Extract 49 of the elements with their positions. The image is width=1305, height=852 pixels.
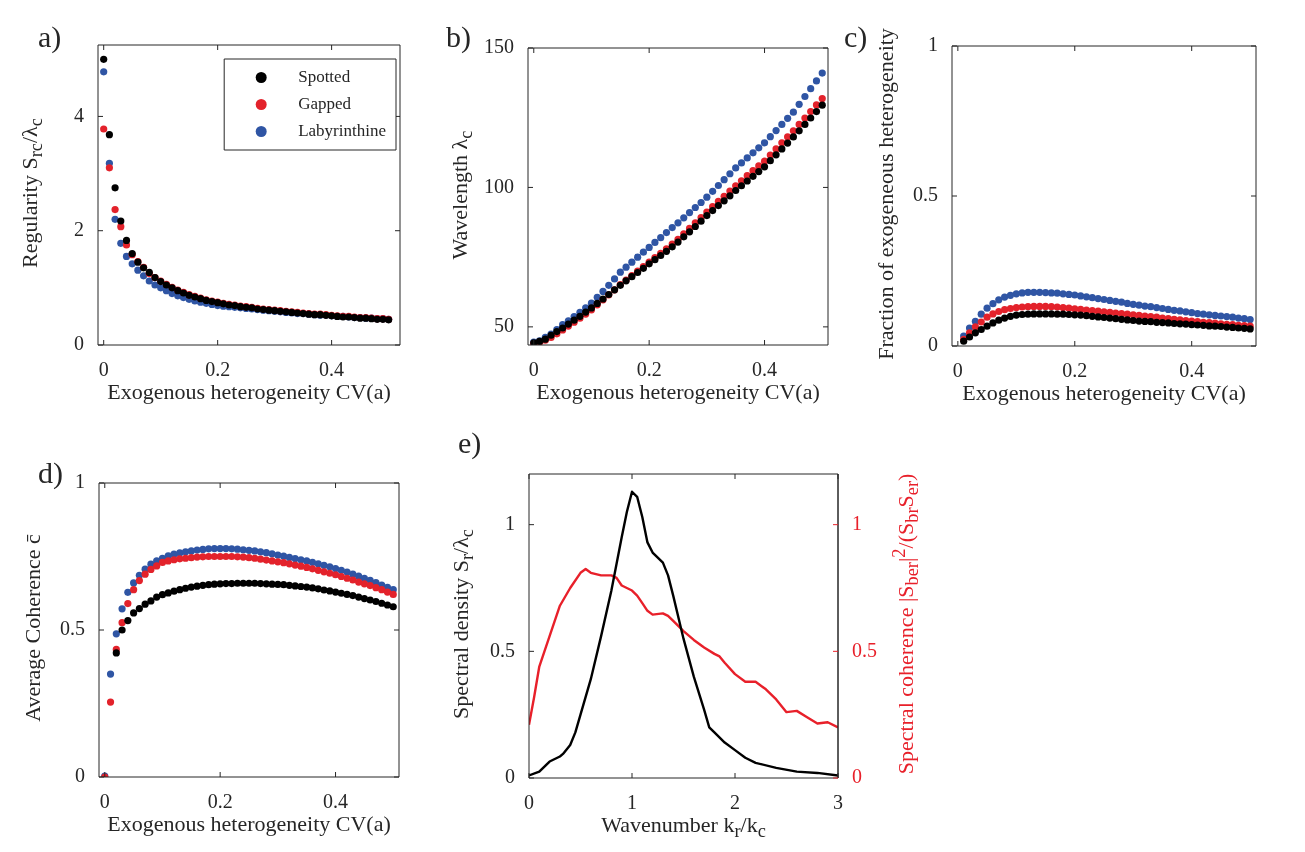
x-tick-label: 0 — [99, 790, 110, 813]
x-tick-label: 0 — [524, 791, 534, 814]
y-tick-label: 0 — [928, 333, 938, 356]
y-axis-title: Fraction of exogeneous heterogeneity — [873, 28, 899, 360]
x-tick-label: 0.2 — [205, 358, 231, 381]
x-tick-label: 1 — [627, 791, 637, 814]
x-axis-title: Exogenous heterogeneity CV(a) — [107, 379, 391, 405]
chart-title: a) — [38, 20, 62, 54]
legend-label: Gapped — [298, 93, 352, 113]
y-tick-label: 4 — [74, 103, 84, 126]
x-tick-label: 3 — [833, 791, 843, 814]
y-tick-label: 1 — [75, 470, 85, 493]
chart-title: e) — [458, 426, 482, 460]
x-tick-label: 0.2 — [636, 358, 662, 381]
y-tick-label: 0.5 — [60, 617, 85, 640]
x-axis-title: Wavenumber k$_{r}$/k$_{c}$ — [601, 812, 766, 843]
x-tick-label: 0 — [952, 359, 963, 382]
y-tick-label: 150 — [484, 35, 514, 58]
y-tick-label: 2 — [74, 217, 84, 240]
y-tick-label: 0 — [75, 764, 85, 787]
x-tick-label: 0.4 — [319, 358, 345, 381]
y-tick-label: 0 — [74, 332, 84, 355]
y-tick-label: 0.5 — [913, 183, 938, 206]
y-axis-title: Average Coherence c̄ — [20, 534, 46, 722]
y-tick-label: 1 — [505, 511, 515, 534]
x-axis-title: Exogenous heterogeneity CV(a) — [536, 379, 820, 405]
x-tick-label: 2 — [730, 791, 740, 814]
y2-tick-label: 0 — [852, 765, 862, 788]
x-tick-label: 0.2 — [207, 790, 233, 813]
y-tick-label: 1 — [928, 33, 938, 56]
x-axis-title: Exogenous heterogeneity CV(a) — [107, 811, 391, 837]
y-tick-label: 0 — [505, 765, 515, 788]
chart-title: b) — [446, 20, 471, 54]
y-tick-label: 0.5 — [490, 638, 515, 661]
legend-label: Labyrinthine — [298, 120, 387, 140]
y-tick-label: 50 — [494, 314, 514, 337]
x-axis-title: Exogenous heterogeneity CV(a) — [962, 380, 1246, 406]
x-tick-label: 0.4 — [752, 358, 778, 381]
y2-tick-label: 0.5 — [852, 638, 877, 661]
x-tick-label: 0.4 — [323, 790, 349, 813]
y2-tick-label: 1 — [852, 511, 862, 534]
legend-label: Spotted — [298, 66, 351, 86]
x-tick-label: 0.4 — [1179, 359, 1205, 382]
x-tick-label: 0.2 — [1062, 359, 1088, 382]
y-tick-label: 100 — [484, 174, 514, 197]
x-tick-label: 0 — [528, 358, 539, 381]
chart-title: c) — [844, 20, 868, 54]
x-tick-label: 0 — [98, 358, 109, 381]
chart-title: d) — [38, 456, 63, 490]
